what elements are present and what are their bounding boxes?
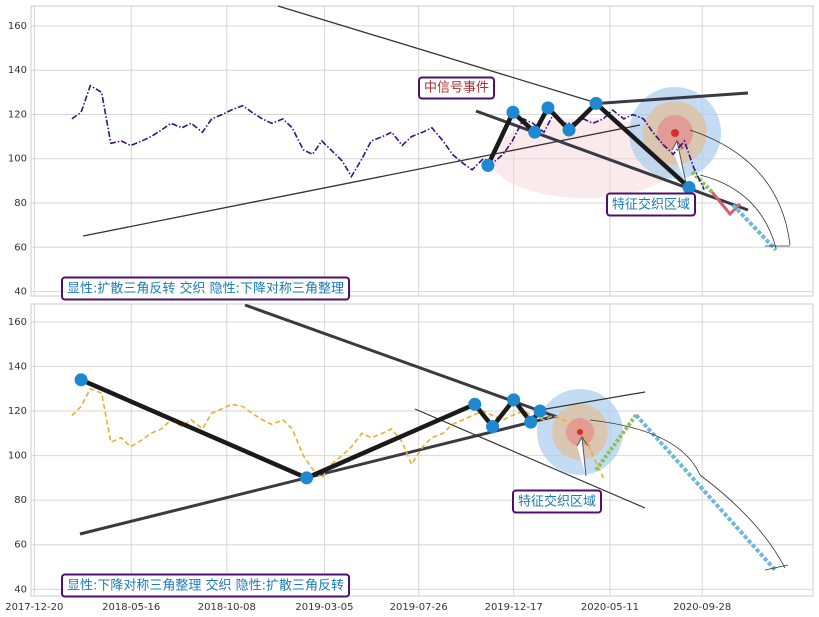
y-tick-label: 140 (8, 361, 27, 372)
forecast (731, 203, 778, 252)
pattern-point (507, 393, 521, 407)
price-line (71, 387, 605, 480)
y-tick-label: 160 (8, 21, 27, 32)
forecast (634, 413, 778, 573)
pattern-point (74, 373, 88, 387)
pattern-point (528, 125, 542, 139)
annotation-box (61, 573, 351, 598)
pattern-point (486, 420, 500, 434)
x-tick-label: 2018-10-08 (198, 602, 256, 613)
annotation-box (61, 276, 351, 301)
price-line (71, 84, 705, 191)
x-tick-label: 2019-07-26 (390, 602, 448, 613)
trend-line (414, 408, 646, 509)
y-tick-label: 160 (8, 317, 27, 328)
annotation: 显性:下降对称三角整理 交织 隐性:扩散三角反转 (67, 578, 344, 594)
x-tick-label: 2018-05-16 (102, 602, 160, 613)
x-tick-label: 2020-09-28 (673, 602, 731, 613)
trend-line (539, 391, 646, 411)
series (71, 84, 705, 485)
pattern-point (589, 96, 603, 110)
pattern-point (562, 123, 576, 137)
y-tick-label: 120 (8, 109, 27, 120)
y-tick-label: 80 (14, 495, 27, 506)
forecast (710, 191, 742, 217)
y-tick-label: 100 (8, 451, 27, 462)
annotation: 特征交织区域 (612, 197, 690, 213)
pattern-point (300, 471, 314, 485)
pattern-point (524, 415, 538, 429)
arrow (576, 435, 589, 477)
x-tick-label: 2019-12-17 (485, 602, 543, 613)
annotation-box (418, 76, 496, 100)
pattern-point (541, 101, 555, 115)
annotation: 特征交织区域 (518, 494, 596, 510)
x-tick-label: 2019-03-05 (295, 602, 353, 613)
annotations: 中信号事件 特征交织区域 显性:扩散三角反转 交织 隐性:下降对称三角整理 特征… (61, 76, 697, 598)
trend-line (589, 91, 749, 106)
y-tick-label: 60 (14, 242, 27, 253)
arc (589, 419, 789, 571)
pattern-point (506, 105, 520, 119)
x-tick-label: 2017-12-20 (5, 602, 63, 613)
y-tick-label: 140 (8, 65, 27, 76)
annotation-box (606, 192, 697, 217)
y-tick-label: 40 (14, 584, 27, 595)
bottom-overlays (79, 303, 789, 573)
target (671, 129, 679, 137)
pattern-point (533, 404, 547, 418)
trend-line (475, 109, 749, 212)
annotation: 显性:扩散三角反转 交织 隐性:下降对称三角整理 (67, 281, 344, 297)
trend-line (82, 124, 641, 237)
arc (689, 129, 791, 249)
pattern-point (682, 181, 696, 195)
y-tick-label: 100 (8, 154, 27, 165)
forecast (594, 413, 638, 472)
target (577, 429, 583, 435)
y-tick-label: 40 (14, 287, 27, 298)
pattern-point (481, 158, 495, 172)
trend-line (244, 303, 558, 419)
annotation: 中信号事件 (424, 81, 489, 96)
trend-line (277, 5, 601, 105)
y-tick-label: 120 (8, 406, 27, 417)
y-tick-label: 80 (14, 198, 27, 209)
pattern-point (468, 397, 482, 411)
x-tick-label: 2020-05-11 (581, 602, 639, 613)
y-tick-label: 60 (14, 540, 27, 551)
annotation-box (512, 489, 603, 514)
